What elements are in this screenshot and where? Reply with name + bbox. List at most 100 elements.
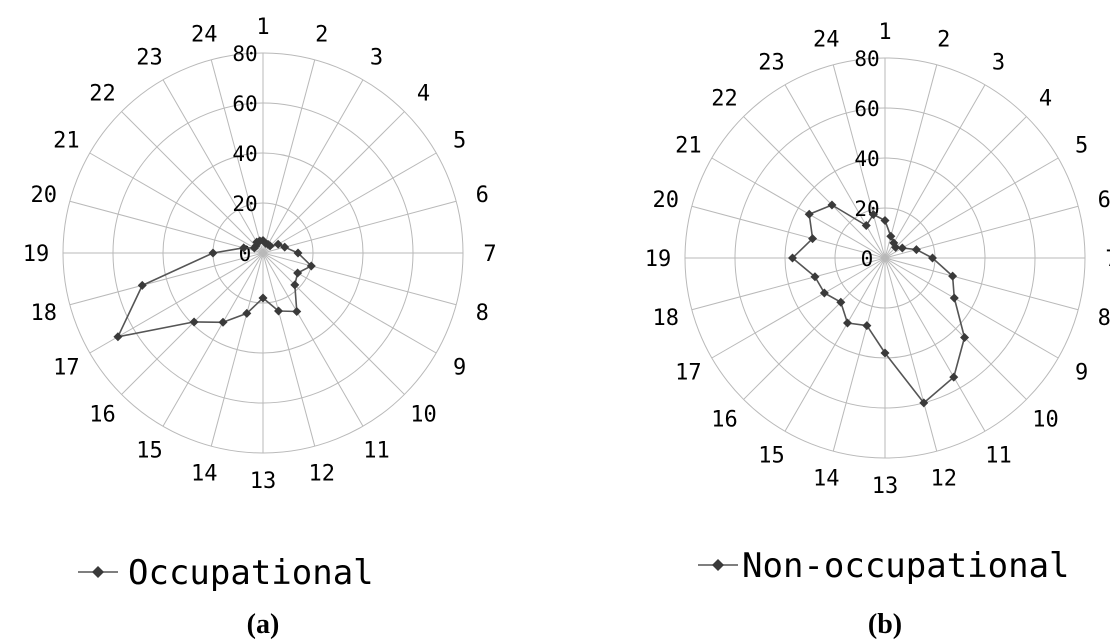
radial-tick-label: 40 <box>232 142 257 166</box>
data-point <box>113 332 123 342</box>
grid-spoke <box>210 59 264 254</box>
radial-tick-label: 20 <box>854 197 879 221</box>
data-point <box>897 243 907 253</box>
category-label: 8 <box>1098 306 1110 331</box>
data-point <box>273 239 283 249</box>
grid-spoke <box>784 84 886 259</box>
radial-tick-label: 60 <box>232 92 257 116</box>
radial-tick-label: 80 <box>854 47 879 71</box>
grid-spoke <box>884 257 1079 311</box>
legend-label-non-occupational: Non-occupational <box>742 546 1070 586</box>
grid-spoke <box>884 64 938 259</box>
category-label: 8 <box>476 301 489 326</box>
data-point <box>886 231 896 241</box>
category-label: 4 <box>417 81 430 106</box>
data-point <box>949 293 959 303</box>
grid-spoke <box>262 252 457 306</box>
grid-spoke <box>743 116 886 259</box>
category-label: 9 <box>453 356 466 381</box>
data-point <box>274 306 284 316</box>
grid-spoke <box>262 59 316 254</box>
category-label: 5 <box>453 129 466 154</box>
category-label: 20 <box>30 183 57 208</box>
data-point <box>880 216 890 225</box>
data-point <box>290 280 300 290</box>
category-label: 19 <box>645 247 672 272</box>
grid-spoke <box>210 252 264 447</box>
radial-tick-label: 20 <box>232 192 257 216</box>
data-point <box>819 288 829 298</box>
category-label: 2 <box>937 28 950 53</box>
data-point <box>911 245 921 255</box>
data-point <box>861 221 871 231</box>
grid-spoke <box>711 257 886 359</box>
category-label: 12 <box>309 461 336 486</box>
radial-tick-label: 60 <box>854 97 879 121</box>
category-label: 13 <box>872 474 899 499</box>
data-point <box>808 234 818 244</box>
category-label: 4 <box>1039 86 1052 111</box>
grid-spoke <box>691 205 886 259</box>
data-point <box>280 242 290 252</box>
data-point <box>843 318 852 328</box>
grid-spoke <box>69 200 264 254</box>
grid-spoke <box>262 252 437 354</box>
grid-spoke <box>884 116 1027 259</box>
category-label: 6 <box>476 183 489 208</box>
radial-tick-label: 40 <box>854 147 879 171</box>
category-label: 23 <box>758 50 785 75</box>
radar-panel-b: 1234567891011121314151617181920212223240… <box>645 20 1110 499</box>
category-label: 14 <box>191 461 218 486</box>
legend-occupational: Occupational <box>78 553 374 593</box>
category-label: 17 <box>675 361 702 386</box>
category-label: 21 <box>53 129 80 154</box>
data-point <box>265 241 275 251</box>
category-label: 5 <box>1075 134 1088 159</box>
grid-spoke <box>832 64 886 259</box>
grid-spoke <box>743 257 886 400</box>
category-label: 23 <box>136 45 163 70</box>
radial-tick-label: 80 <box>232 42 257 66</box>
data-point <box>949 372 959 382</box>
legend-marker-non-occupational <box>712 559 724 571</box>
data-point <box>258 293 268 303</box>
category-label: 24 <box>191 23 218 48</box>
data-point <box>862 321 872 331</box>
category-label: 7 <box>1105 247 1110 272</box>
category-label: 11 <box>363 439 390 464</box>
grid-spoke <box>262 252 364 427</box>
category-label: 21 <box>675 134 702 159</box>
data-point <box>928 253 937 263</box>
legend-non-occupational: Non-occupational <box>698 546 1070 586</box>
legend-label-occupational: Occupational <box>128 553 374 593</box>
data-point <box>137 280 147 290</box>
grid-spoke <box>262 200 457 254</box>
grid-spoke <box>884 257 1027 400</box>
grid-spoke <box>262 152 437 254</box>
category-label: 9 <box>1075 361 1088 386</box>
data-point <box>810 272 820 282</box>
data-point <box>804 209 814 219</box>
category-label: 11 <box>985 444 1012 469</box>
category-label: 6 <box>1098 188 1110 213</box>
data-point <box>218 317 228 327</box>
grid-spoke <box>884 257 1059 359</box>
grid-spoke <box>691 257 886 311</box>
grid-spoke <box>162 79 264 254</box>
grid-spoke <box>121 111 264 254</box>
grid-spoke <box>884 157 1059 259</box>
data-point <box>891 242 901 252</box>
data-point <box>919 398 929 408</box>
category-label: 22 <box>89 81 116 106</box>
panel-caption-a: (a) <box>247 609 280 640</box>
data-point <box>880 348 890 358</box>
category-label: 19 <box>23 242 50 267</box>
grid-spoke <box>262 111 405 254</box>
radial-tick-label: 0 <box>861 247 874 271</box>
category-label: 7 <box>483 242 496 267</box>
category-label: 2 <box>315 23 328 48</box>
data-point <box>239 243 249 253</box>
data-point <box>827 200 837 210</box>
grid-spoke <box>69 252 264 306</box>
data-point <box>306 261 316 271</box>
